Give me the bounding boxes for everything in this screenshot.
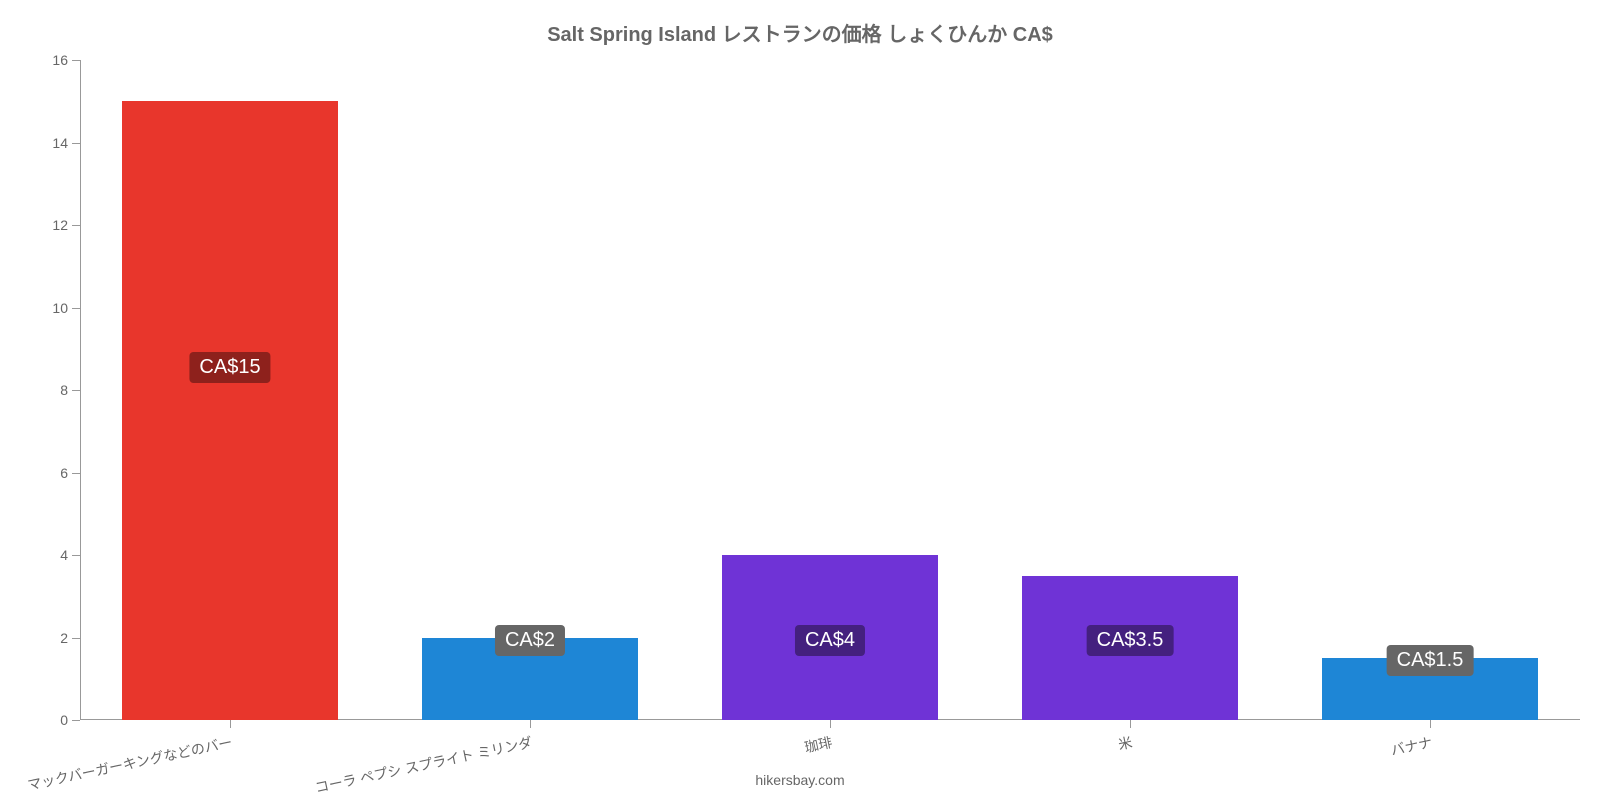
- x-tick-label: バナナ: [1389, 732, 1434, 760]
- x-tick: [1130, 720, 1131, 728]
- y-tick-label: 8: [60, 382, 80, 398]
- y-tick-label: 16: [52, 52, 80, 68]
- chart-container: Salt Spring Island レストランの価格 しょくひんか CA$ 0…: [0, 0, 1600, 800]
- bar: CA$15: [122, 101, 338, 720]
- chart-title: Salt Spring Island レストランの価格 しょくひんか CA$: [0, 18, 1600, 47]
- x-tick: [830, 720, 831, 728]
- y-tick-label: 14: [52, 135, 80, 151]
- plot-area: 0246810121416CA$15マックバーガーキングなどのバーCA$2コーラ…: [80, 60, 1580, 720]
- y-tick-label: 2: [60, 630, 80, 646]
- x-tick: [230, 720, 231, 728]
- y-tick-label: 10: [52, 300, 80, 316]
- y-tick-label: 6: [60, 465, 80, 481]
- y-axis: [80, 60, 81, 720]
- x-tick: [530, 720, 531, 728]
- x-tick: [1430, 720, 1431, 728]
- bar-value-label: CA$15: [189, 352, 270, 383]
- y-tick-label: 12: [52, 217, 80, 233]
- bar: CA$3.5: [1022, 576, 1238, 720]
- y-tick-label: 4: [60, 547, 80, 563]
- bar-value-label: CA$1.5: [1387, 645, 1474, 676]
- x-tick-label: 珈琲: [803, 732, 835, 757]
- bar: CA$1.5: [1322, 658, 1538, 720]
- bar: CA$2: [422, 638, 638, 721]
- bar-value-label: CA$2: [495, 625, 565, 656]
- y-tick-label: 0: [60, 712, 80, 728]
- bar: CA$4: [722, 555, 938, 720]
- x-tick-label: 米: [1116, 732, 1134, 754]
- bar-value-label: CA$4: [795, 625, 865, 656]
- credit-text: hikersbay.com: [0, 772, 1600, 788]
- bar-value-label: CA$3.5: [1087, 625, 1174, 656]
